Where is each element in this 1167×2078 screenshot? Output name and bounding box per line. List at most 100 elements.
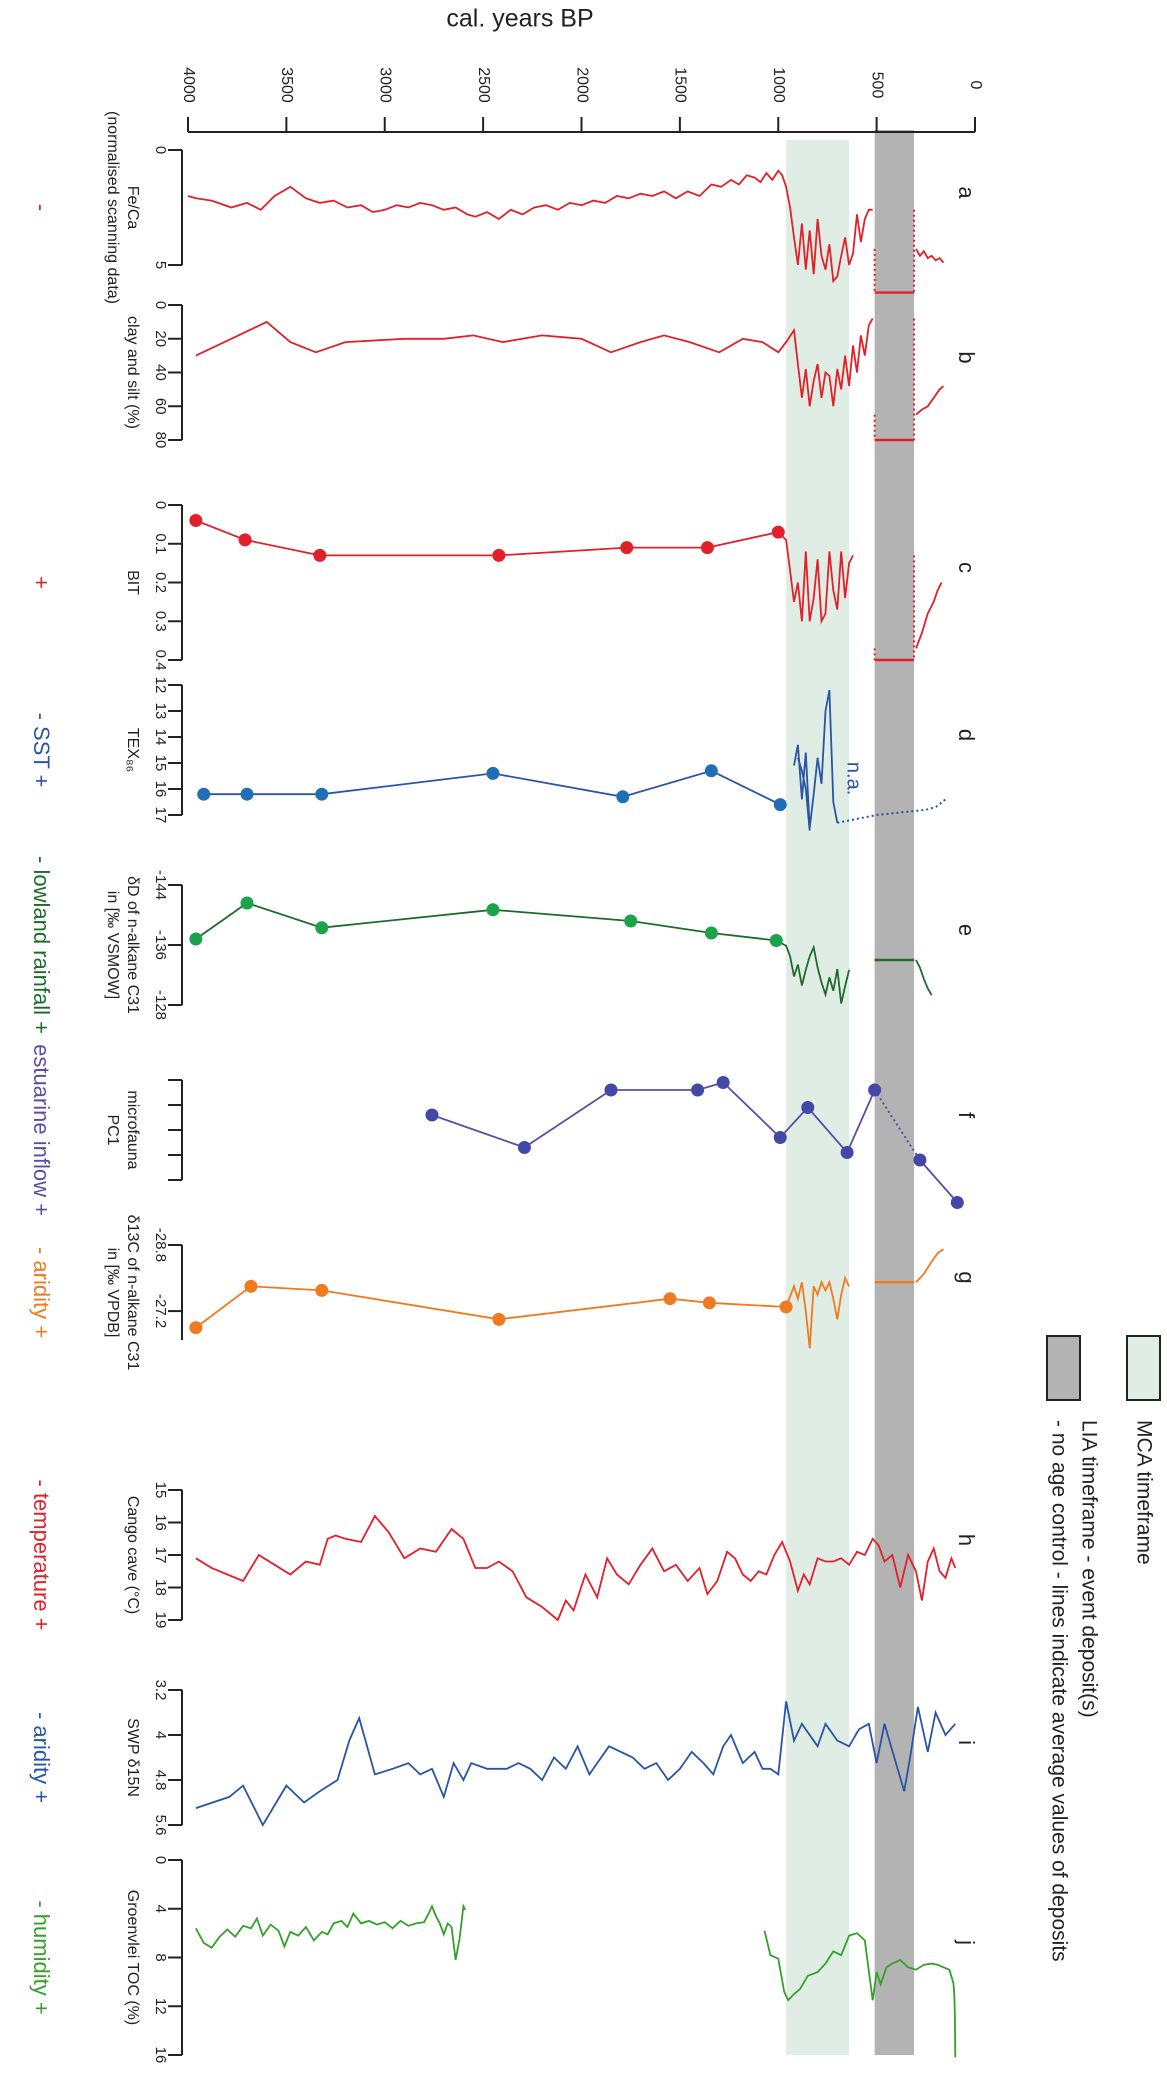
series-line-f [919, 1159, 958, 1204]
value-tick-label-b: 60 [152, 398, 169, 415]
data-point-c [189, 514, 203, 527]
series-line-g [195, 1275, 850, 1349]
series-line-a [187, 169, 873, 284]
data-point-d [616, 790, 630, 804]
data-point-f [691, 1083, 705, 1097]
interpretation-f: estuarine inflow + [29, 1044, 54, 1216]
value-tick-label-e: -144 [152, 870, 169, 900]
data-point-e [704, 926, 718, 940]
ylabel2-g: in [‰ VPDB] [104, 1248, 121, 1338]
ylabel-i: SWP δ15N [124, 1718, 141, 1797]
series-line-c [195, 519, 854, 625]
ylabel-a: Fe/Ca [124, 186, 141, 230]
data-point-d [704, 764, 718, 778]
timeframe-bands [786, 130, 915, 2055]
data-point-d [486, 766, 500, 780]
data-point-c [313, 548, 327, 562]
value-tick-label-e: -128 [152, 990, 169, 1020]
value-tick-label-b: 80 [152, 432, 169, 449]
data-point-f [773, 1131, 787, 1144]
time-axis: 0 500 1000 1500 2000 2500 3000 3500 4000 cal. ye… [180, 5, 984, 133]
ylabel-d: TEX₈₆ [124, 728, 141, 772]
data-point-f [840, 1146, 854, 1159]
value-tick-label-d: 13 [152, 703, 169, 720]
panel-letter-d: d [954, 729, 979, 741]
interpretation-e: - lowland rainfall + [29, 856, 54, 1034]
panel-a: 0 5 Fe/Ca(normalised scanning data) a - [29, 111, 979, 304]
legend: MCA timeframe LIA timeframe - event depo… [1046, 1335, 1161, 1962]
series-line-b [195, 318, 874, 407]
data-point-d [315, 787, 329, 801]
value-tick-label-a: 5 [152, 261, 169, 269]
panel-h: 15 16 17 18 19 Cango cave (°C) h - temperature … [29, 1479, 979, 1630]
value-tick-label-c: 0.4 [152, 650, 169, 671]
panel-letter-g: g [954, 1271, 979, 1283]
series-line-d [797, 757, 811, 831]
value-tick-label-i: 3.2 [152, 1680, 169, 1701]
na-label-d: n.a. [843, 762, 865, 795]
value-tick-label-j: 0 [152, 1856, 169, 1864]
value-tick-label-d: 15 [152, 755, 169, 772]
panel-c: 0 0.1 0.2 0.3 0.4 BIT c + [29, 501, 979, 671]
value-tick-label-d: 12 [152, 677, 169, 694]
series-line-j [763, 1930, 957, 2058]
data-point-f [604, 1083, 618, 1097]
value-tick-label-h: 15 [152, 1482, 169, 1499]
ylabel2-a: (normalised scanning data) [104, 111, 121, 304]
value-tick-label-j: 4 [152, 1905, 169, 1913]
value-tick-label-d: 16 [152, 781, 169, 798]
data-point-g [663, 1292, 677, 1306]
data-point-f [425, 1108, 439, 1122]
data-point-f [801, 1101, 815, 1114]
value-tick-label-c: 0.1 [152, 533, 169, 554]
data-point-d [197, 787, 211, 801]
value-tick-label-a: 0 [152, 146, 169, 154]
data-point-g [315, 1283, 329, 1297]
value-tick-label-c: 0.3 [152, 611, 169, 632]
value-tick-label-i: 5.6 [152, 1815, 169, 1836]
ylabel-c: BIT [124, 570, 141, 595]
dotted-connector-f [873, 1089, 921, 1161]
time-tick-label: 2500 [475, 67, 492, 103]
panel-letter-a: a [954, 186, 979, 199]
legend-lia-text-1: LIA timeframe - event deposit(s) [1077, 1420, 1100, 1718]
data-point-f [950, 1196, 964, 1209]
value-tick-label-j: 8 [152, 1953, 169, 1961]
series-line-a [915, 248, 945, 264]
interpretation-a: - [29, 204, 54, 211]
data-point-c [700, 541, 714, 555]
data-point-f [868, 1083, 882, 1097]
value-tick-label-b: 0 [152, 301, 169, 309]
time-tick-label: 3000 [377, 67, 394, 103]
data-point-g [702, 1296, 716, 1310]
panel-letter-j: j [954, 1939, 979, 1945]
time-tick-label: 1500 [672, 67, 689, 103]
interpretation-i: - aridity + [29, 1712, 54, 1803]
data-point-e [240, 896, 254, 910]
legend-mca-text: MCA timeframe [1132, 1420, 1155, 1565]
data-point-e [189, 932, 203, 946]
data-point-e [315, 921, 329, 935]
value-tick-label-d: 14 [152, 729, 169, 746]
series-line-b [915, 385, 945, 416]
series-line-g [915, 1248, 945, 1283]
data-point-c [238, 533, 252, 547]
value-tick-label-h: 18 [152, 1579, 169, 1596]
panel-letter-b: b [954, 351, 979, 363]
time-tick-label: 3500 [278, 67, 295, 103]
panel-d: 12 13 14 15 16 17 TEX₈₆ d - SST + n.a. [29, 677, 979, 831]
value-tick-label-h: 16 [152, 1514, 169, 1531]
time-tick-label: 500 [868, 72, 885, 99]
panel-j: 0 4 8 12 16 Groenvlei TOC (%) j - humidity + [29, 1856, 979, 2064]
time-axis-title: cal. years BP [446, 5, 593, 33]
panel-b: 0 20 40 60 80 clay and silt (%) b [124, 301, 979, 449]
ylabel-j: Groenvlei TOC (%) [124, 1890, 141, 2025]
data-point-d [240, 787, 254, 801]
series-line-e [195, 902, 850, 1004]
data-point-e [769, 934, 783, 947]
series-line-d [793, 690, 839, 829]
data-point-g [189, 1321, 203, 1335]
interpretation-j: - humidity + [29, 1900, 54, 2014]
